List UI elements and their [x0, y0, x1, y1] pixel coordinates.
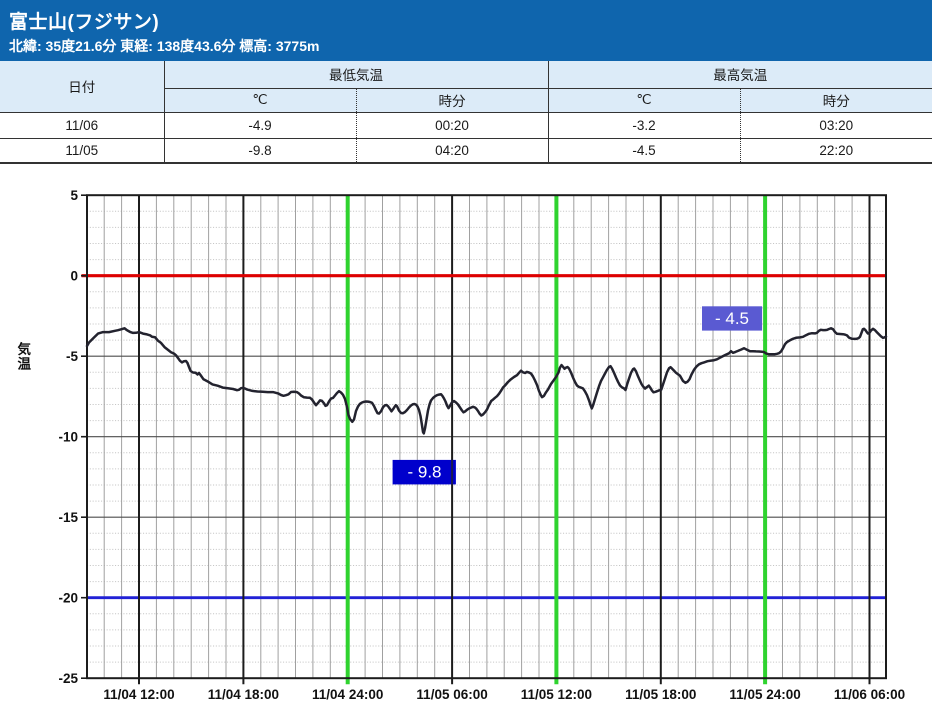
svg-text:11/05 06:00: 11/05 06:00 [416, 687, 487, 702]
svg-text:-25: -25 [58, 671, 78, 686]
svg-text:11/05 12:00: 11/05 12:00 [521, 687, 592, 702]
svg-text:11/04 24:00: 11/04 24:00 [312, 687, 383, 702]
svg-text:-15: -15 [58, 510, 78, 525]
svg-text:0: 0 [70, 268, 78, 283]
svg-text:5: 5 [70, 188, 78, 203]
svg-text:11/04 18:00: 11/04 18:00 [208, 687, 279, 702]
svg-text:- 9.8: - 9.8 [407, 463, 441, 482]
svg-text:-5: -5 [66, 349, 78, 364]
svg-text:11/06 06:00: 11/06 06:00 [834, 687, 905, 702]
svg-text:11/05 18:00: 11/05 18:00 [625, 687, 696, 702]
svg-text:-20: -20 [58, 590, 78, 605]
svg-text:11/05 24:00: 11/05 24:00 [729, 687, 800, 702]
svg-text:温: 温 [18, 357, 32, 372]
svg-text:11/04 12:00: 11/04 12:00 [103, 687, 174, 702]
svg-text:- 4.5: - 4.5 [715, 309, 749, 328]
svg-text:気: 気 [18, 341, 32, 357]
svg-text:-10: -10 [58, 429, 78, 444]
